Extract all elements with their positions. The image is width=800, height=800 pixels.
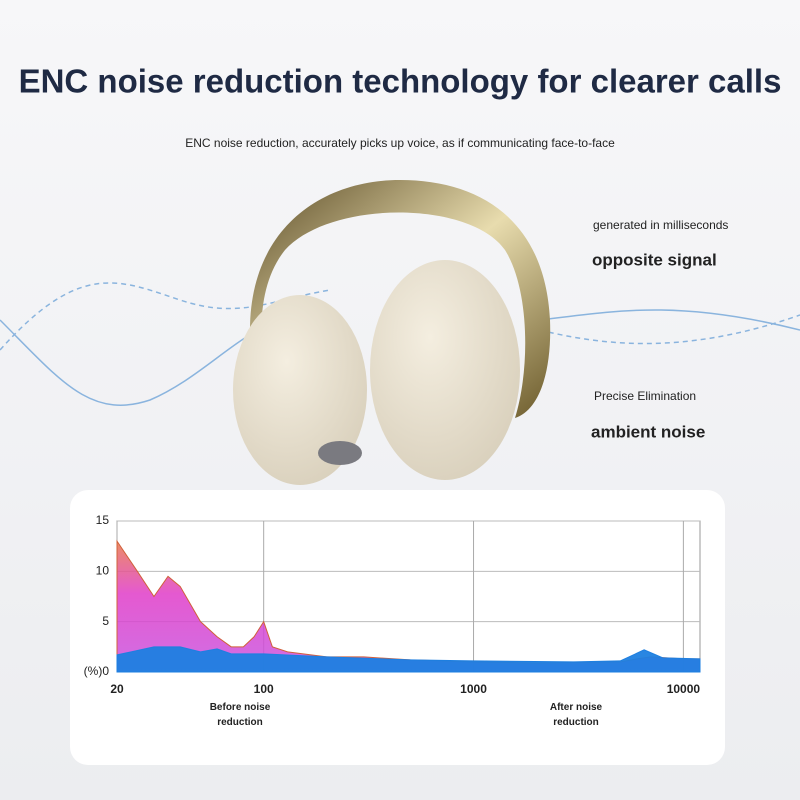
legend-entry: Before noise reduction xyxy=(209,702,271,728)
wave xyxy=(539,314,800,345)
annotation: ambient noise xyxy=(591,422,705,441)
legend-entry: After noise reduction xyxy=(549,702,603,728)
subtitle: ENC noise reduction, accurately picks up… xyxy=(185,136,615,150)
annotation: opposite signal xyxy=(592,250,717,269)
y-tick-label: 5 xyxy=(102,614,109,628)
wave xyxy=(539,309,800,331)
wave xyxy=(0,282,331,351)
x-tick-label: 10000 xyxy=(667,682,701,696)
chart-card xyxy=(70,490,725,765)
title: ENC noise reduction technology for clear… xyxy=(19,63,782,100)
y-tick-label: 15 xyxy=(96,513,110,527)
x-tick-label: 1000 xyxy=(460,682,487,696)
speaker-grille xyxy=(318,441,362,465)
annotation: generated in milliseconds xyxy=(593,218,728,232)
earbud xyxy=(233,295,367,485)
earbud xyxy=(370,260,520,480)
x-tick-label: 20 xyxy=(110,682,124,696)
y-tick-label: (%)0 xyxy=(84,664,110,678)
annotation: Precise Elimination xyxy=(594,389,696,403)
x-tick-label: 100 xyxy=(254,682,274,696)
y-tick-label: 10 xyxy=(96,564,110,578)
area xyxy=(116,646,701,673)
